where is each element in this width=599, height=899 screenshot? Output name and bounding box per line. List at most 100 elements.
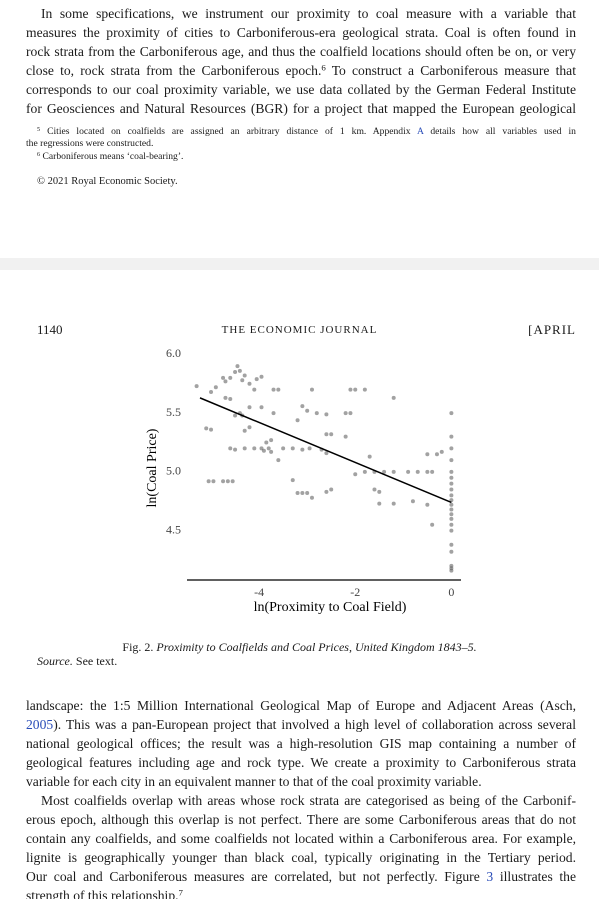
text-run: landscape: the 1:5 Million International…	[26, 698, 576, 713]
data-point	[449, 516, 454, 521]
data-point	[343, 434, 348, 439]
data-point	[259, 374, 264, 379]
data-point	[391, 395, 396, 400]
data-point	[223, 379, 228, 384]
text-line: variable for each city in an equivalent …	[26, 774, 576, 790]
data-point	[266, 446, 271, 451]
superscript: 6	[321, 62, 326, 73]
data-point	[324, 412, 329, 417]
y-tick-label: 4.5	[166, 522, 181, 536]
data-point	[300, 447, 305, 452]
x-tick-label: -4	[254, 585, 264, 599]
text-run: erous epoch, although this overlap is no…	[26, 812, 576, 827]
text-line: corresponds to our coal proximity variab…	[26, 82, 576, 98]
text-line: Our coal and Carboniferous measures are …	[26, 869, 576, 885]
source-label: Source.	[37, 654, 73, 668]
data-point	[233, 370, 238, 375]
data-point	[391, 501, 396, 506]
data-point	[290, 446, 295, 451]
data-point	[449, 568, 454, 573]
line-content: the regressions were constructed.	[26, 138, 153, 150]
line-content: 6 Carboniferous means ‘coal-bearing’.	[37, 151, 183, 163]
line-content: national geological offices; the result …	[26, 736, 576, 752]
data-point	[348, 387, 353, 392]
line-content: measures the proximity of cities to Carb…	[26, 25, 576, 41]
data-point	[353, 472, 358, 477]
data-point	[314, 411, 319, 416]
text-run: Carboniferous means ‘coal-bearing’.	[40, 151, 184, 162]
text-line: strength of this relationship.7	[26, 888, 576, 899]
text-line: close to, rock strata from the Carbonife…	[26, 63, 576, 79]
data-point	[194, 384, 199, 389]
text-run: variable for each city in an equivalent …	[26, 774, 482, 789]
data-point	[271, 411, 276, 416]
data-point	[362, 469, 367, 474]
text-run: strength of this relationship.	[26, 888, 179, 899]
line-content: geological features including age and ro…	[26, 755, 576, 771]
text-run: corresponds to our coal proximity variab…	[26, 82, 576, 97]
figure-source: Source. See text.	[37, 653, 117, 669]
text-run: measures the proximity of cities to Carb…	[26, 25, 576, 40]
footnote-line: 6 Carboniferous means ‘coal-bearing’.	[37, 151, 337, 163]
y-tick-label: 6.0	[166, 346, 181, 360]
text-run: lignite is geographically younger than b…	[26, 850, 576, 865]
data-point	[449, 411, 454, 416]
data-point	[391, 469, 396, 474]
data-point	[410, 499, 415, 504]
line-content: variable for each city in an equivalent …	[26, 774, 482, 790]
caption-title: Proximity to Coalfields and Coal Prices,…	[156, 640, 477, 654]
data-point	[449, 475, 454, 480]
data-point	[449, 528, 454, 533]
issue-month: [APRIL	[528, 322, 576, 337]
text-line: erous epoch, although this overlap is no…	[26, 812, 576, 828]
data-point	[348, 411, 353, 416]
data-point	[305, 491, 310, 496]
text-run: rock strata from the Carboniferous age, …	[26, 44, 576, 59]
data-point	[449, 434, 454, 439]
data-point	[343, 411, 348, 416]
line-content: contain any coalfields, and some coalfie…	[26, 831, 576, 847]
data-point	[439, 449, 444, 454]
text-run: ). This was a pan-European project that …	[53, 717, 576, 732]
data-point	[221, 479, 226, 484]
text-run: Our coal and Carboniferous measures are …	[26, 869, 487, 884]
line-content: In some specifications, we instrument ou…	[41, 6, 576, 22]
text-line: rock strata from the Carboniferous age, …	[26, 44, 576, 60]
data-point	[449, 507, 454, 512]
data-point	[261, 448, 266, 453]
data-point	[247, 425, 252, 430]
data-point	[228, 397, 233, 402]
data-point	[382, 469, 387, 474]
data-point	[449, 481, 454, 486]
figure-caption: Fig. 2. Proximity to Coalfields and Coal…	[0, 639, 599, 655]
reference-link[interactable]: 3	[486, 869, 494, 884]
data-point	[329, 487, 334, 492]
data-point	[247, 405, 252, 410]
data-point	[290, 478, 295, 483]
y-tick-label: 5.5	[166, 405, 181, 419]
text-line: landscape: the 1:5 Million International…	[26, 698, 576, 714]
reference-link[interactable]: A	[417, 126, 424, 137]
data-point	[449, 487, 454, 492]
data-point	[221, 375, 226, 380]
data-point	[211, 479, 216, 484]
text-line: In some specifications, we instrument ou…	[41, 6, 576, 22]
text-run: In some specifications, we instrument ou…	[41, 6, 576, 21]
data-point	[276, 458, 281, 463]
line-content: rock strata from the Carboniferous age, …	[26, 44, 576, 60]
line-content: Most coalfields overlap with areas whose…	[41, 793, 576, 809]
text-run: national geological offices; the result …	[26, 736, 576, 751]
line-content: strength of this relationship.7	[26, 888, 183, 899]
text-run: illustrates the	[493, 869, 577, 884]
data-point	[449, 446, 454, 451]
data-point	[242, 373, 247, 378]
reference-link[interactable]: 2005	[26, 717, 54, 732]
text-run: Most coalfields overlap with areas whose…	[41, 793, 576, 808]
line-content: Our coal and Carboniferous measures are …	[26, 869, 576, 885]
text-line: lignite is geographically younger than b…	[26, 850, 576, 866]
text-line: Most coalfields overlap with areas whose…	[41, 793, 576, 809]
text-line: measures the proximity of cities to Carb…	[26, 25, 576, 41]
data-point	[252, 387, 257, 392]
data-point	[305, 408, 310, 413]
data-point	[425, 452, 430, 457]
